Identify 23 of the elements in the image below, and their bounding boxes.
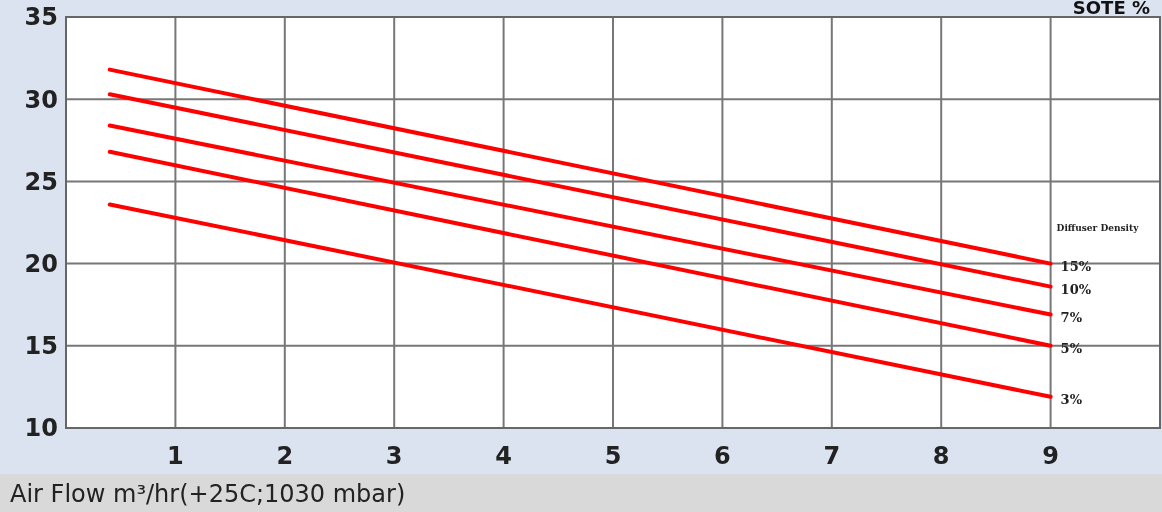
x-tick-label: 8 xyxy=(932,442,950,470)
x-tick-label: 9 xyxy=(1042,442,1059,470)
x-tick-label: 1 xyxy=(167,442,184,470)
series-label: 7% xyxy=(1060,310,1083,326)
y-tick-label: 20 xyxy=(24,250,58,278)
x-tick-label: 6 xyxy=(714,442,731,470)
x-tick-label: 5 xyxy=(604,442,622,470)
x-tick-label: 3 xyxy=(385,442,403,470)
x-tick-label: 4 xyxy=(495,442,512,470)
y-tick-label: 15 xyxy=(24,332,58,361)
series-label: 5% xyxy=(1060,341,1083,357)
series-label: 3% xyxy=(1060,392,1083,408)
y-tick-label: 25 xyxy=(24,167,58,196)
series-label: 10% xyxy=(1060,282,1092,298)
y-tick-label: 30 xyxy=(24,85,58,114)
y-axis-title: SOTE % xyxy=(1072,0,1150,18)
x-axis-title: Air Flow m³/hr(+25C;1030 mbar) xyxy=(10,480,406,508)
x-tick-label: 7 xyxy=(823,442,841,470)
legend-title: Diffuser Density xyxy=(1056,222,1140,233)
y-tick-label: 35 xyxy=(24,3,58,32)
series-label: 15% xyxy=(1060,259,1092,275)
y-tick-label: 10 xyxy=(24,414,58,443)
x-tick-label: 2 xyxy=(276,442,294,470)
